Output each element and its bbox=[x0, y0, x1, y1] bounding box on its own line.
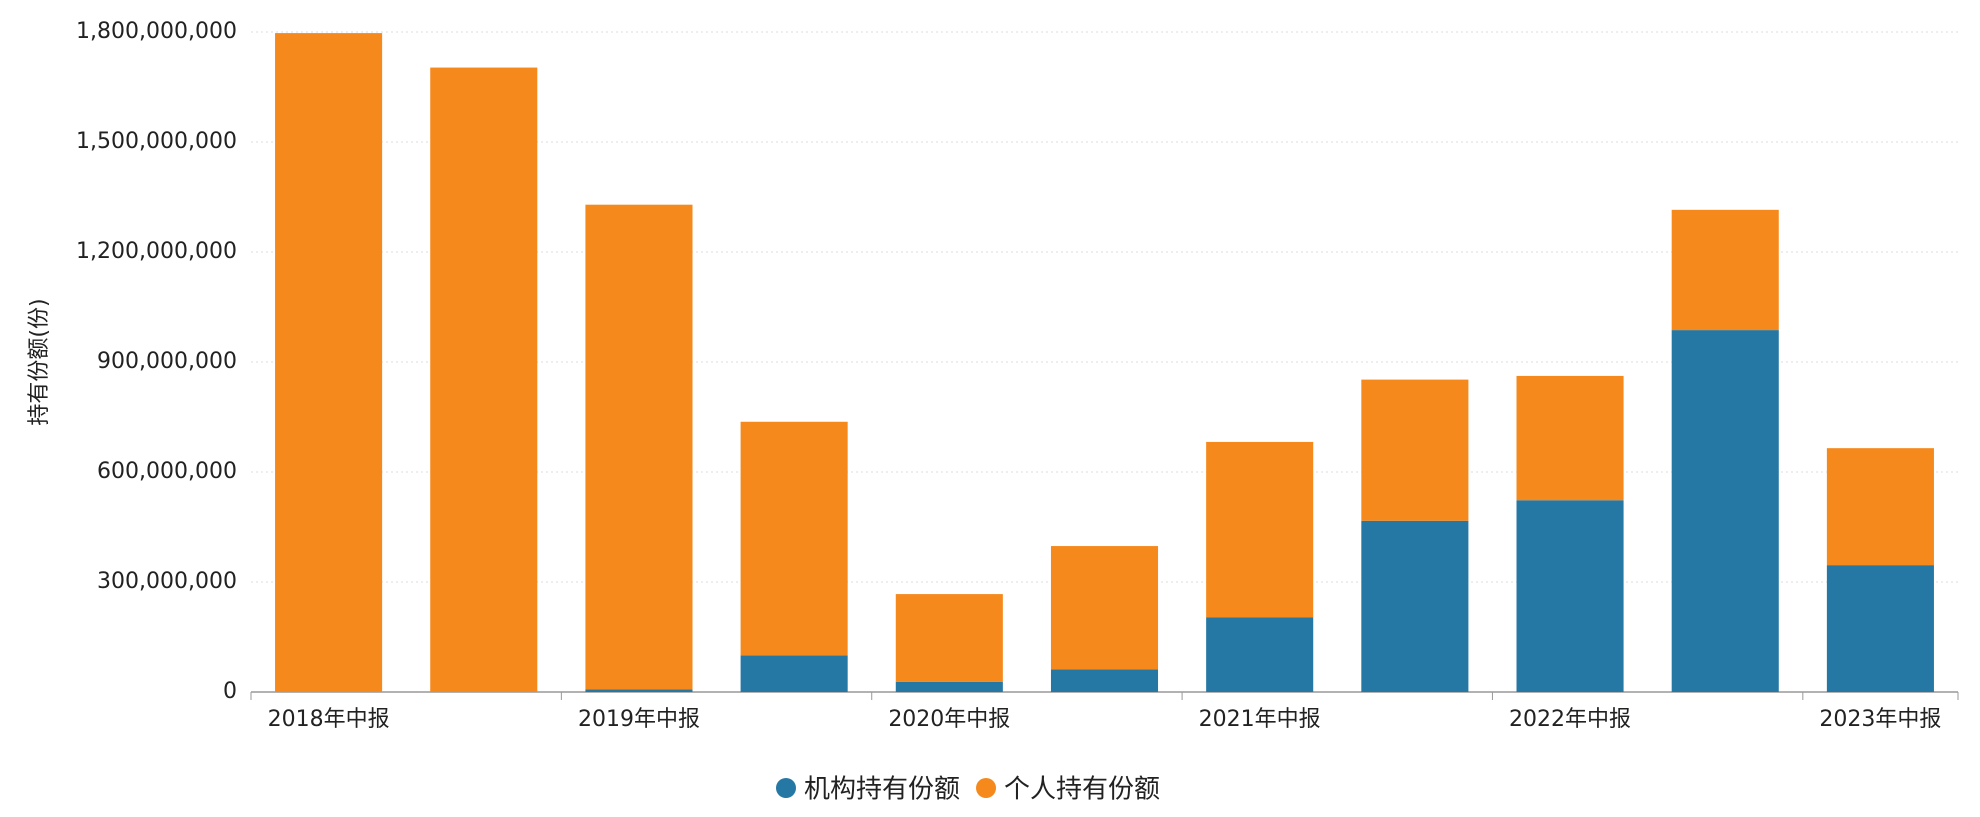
bar-segment bbox=[895, 681, 1003, 692]
bar-segment bbox=[740, 655, 848, 692]
bar-segment bbox=[585, 204, 693, 690]
legend-label: 机构持有份额 bbox=[804, 775, 960, 805]
x-tick-label: 2023年中报 bbox=[1819, 707, 1941, 732]
bar-segment bbox=[430, 67, 538, 693]
x-tick-label: 2018年中报 bbox=[268, 707, 390, 732]
bar-segment bbox=[1516, 500, 1624, 692]
y-tick-label: 1,200,000,000 bbox=[76, 239, 237, 264]
y-tick-label: 900,000,000 bbox=[97, 349, 237, 374]
y-tick-label: 1,800,000,000 bbox=[76, 19, 237, 44]
bar-segment bbox=[1516, 375, 1624, 501]
bar-segment bbox=[1671, 330, 1779, 692]
bar-segment bbox=[585, 689, 693, 692]
bar-segment bbox=[1206, 441, 1314, 618]
legend-marker bbox=[776, 778, 796, 798]
bar-segment bbox=[1826, 565, 1934, 692]
bar-segment bbox=[275, 33, 383, 693]
bar-segment bbox=[740, 421, 848, 656]
bar-segment bbox=[895, 594, 1003, 682]
bar-segment bbox=[1826, 448, 1934, 566]
legend-label: 个人持有份额 bbox=[1004, 775, 1160, 805]
y-tick-label: 0 bbox=[223, 679, 237, 704]
bar-segment bbox=[1206, 617, 1314, 692]
x-tick-label: 2021年中报 bbox=[1199, 707, 1321, 732]
x-tick-label: 2019年中报 bbox=[578, 707, 700, 732]
bar-segment bbox=[1050, 546, 1159, 670]
bar-segment bbox=[1671, 209, 1779, 331]
x-tick-label: 2022年中报 bbox=[1509, 707, 1631, 732]
bar-segment bbox=[1361, 379, 1469, 521]
legend-marker bbox=[976, 778, 997, 798]
y-tick-label: 1,500,000,000 bbox=[76, 129, 237, 154]
y-tick-label: 300,000,000 bbox=[97, 569, 237, 594]
bar-segment bbox=[1361, 520, 1469, 692]
x-tick-label: 2020年中报 bbox=[888, 707, 1010, 732]
y-axis-label: 持有份额(份) bbox=[27, 298, 52, 425]
y-tick-label: 600,000,000 bbox=[97, 459, 237, 484]
bar-segment bbox=[1050, 669, 1159, 692]
